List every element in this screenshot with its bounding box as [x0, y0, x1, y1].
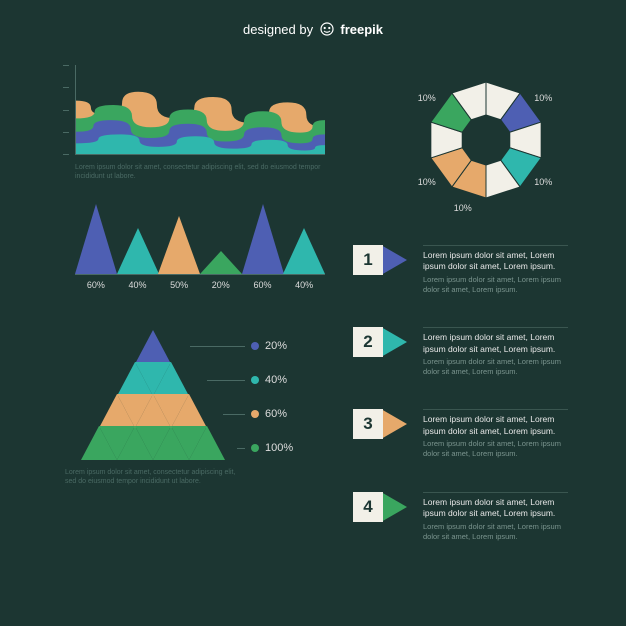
triangle-bar-plot [75, 205, 325, 275]
list-item-title: Lorem ipsum dolor sit amet, Lorem ipsum … [423, 414, 568, 437]
pyramid-row [65, 426, 240, 460]
area-chart-caption: Lorem ipsum dolor sit amet, consectetur … [75, 163, 325, 181]
list-item-title: Lorem ipsum dolor sit amet, Lorem ipsum … [423, 250, 568, 273]
attribution-brand: freepik [340, 22, 383, 37]
pie-slice-label: 10% [418, 93, 436, 103]
list-item-flag-icon [381, 492, 407, 522]
callout-dot-icon [251, 444, 259, 452]
list-item-flag-icon [381, 327, 407, 357]
list-item-number-badge: 3 [353, 409, 383, 439]
callout-dot-icon [251, 410, 259, 418]
pyramid-callout: 40% [207, 374, 287, 386]
callout-label: 100% [265, 442, 293, 454]
triangle-bar-labels: 60%40%50%20%60%40% [75, 280, 325, 290]
list-item-number-badge: 4 [353, 492, 383, 522]
area-chart: Lorem ipsum dolor sit amet, consectetur … [75, 65, 325, 181]
triangle-bar-label: 60% [75, 280, 117, 290]
list-item-flag-icon [381, 409, 407, 439]
pie-slice-label: 10% [418, 177, 436, 187]
triangle-bar-label: 50% [158, 280, 200, 290]
triangle-bar-label: 40% [117, 280, 159, 290]
list-item-title: Lorem ipsum dolor sit amet, Lorem ipsum … [423, 497, 568, 520]
pyramid-triangle [153, 362, 189, 396]
triangle-bar [242, 204, 284, 274]
area-chart-yticks [63, 65, 73, 155]
triangle-bar-chart: 60%40%50%20%60%40% [75, 205, 325, 290]
pie-slice-label: 10% [534, 93, 552, 103]
pyramid-triangle [135, 330, 171, 364]
attribution-prefix: designed by [243, 22, 313, 37]
triangle-bar [200, 251, 242, 274]
triangle-pyramid: 20% 40% 60% 100% Lorem ipsum dolor sit amet… [65, 330, 335, 486]
list-item: 2 Lorem ipsum dolor sit amet, Lorem ipsum… [353, 327, 568, 377]
area-chart-plot [75, 65, 325, 155]
list-item-body: Lorem ipsum dolor sit amet, Lorem ipsum … [423, 439, 561, 458]
list-item-text: Lorem ipsum dolor sit amet, Lorem ipsum … [423, 327, 568, 377]
pyramid-callout: 20% [190, 340, 287, 352]
triangle-bar [283, 228, 325, 274]
list-item-text: Lorem ipsum dolor sit amet, Lorem ipsum … [423, 492, 568, 542]
list-item-body: Lorem ipsum dolor sit amet, Lorem ipsum … [423, 357, 561, 376]
list-item-title: Lorem ipsum dolor sit amet, Lorem ipsum … [423, 332, 568, 355]
triangle-bar-label: 60% [242, 280, 284, 290]
pyramid-caption: Lorem ipsum dolor sit amet, consectetur … [65, 468, 240, 486]
pyramid-triangle [171, 394, 207, 428]
callout-label: 20% [265, 340, 287, 352]
triangle-bar-label: 20% [200, 280, 242, 290]
callout-label: 60% [265, 408, 287, 420]
list-item: 1 Lorem ipsum dolor sit amet, Lorem ipsum… [353, 245, 568, 295]
list-item: 4 Lorem ipsum dolor sit amet, Lorem ipsum… [353, 492, 568, 542]
triangle-bar-label: 40% [283, 280, 325, 290]
callout-dot-icon [251, 342, 259, 350]
pie-slice-label: 10% [534, 177, 552, 187]
list-item-text: Lorem ipsum dolor sit amet, Lorem ipsum … [423, 409, 568, 459]
numbered-list: 1 Lorem ipsum dolor sit amet, Lorem ipsum… [353, 245, 568, 574]
pyramid-callout: 60% [223, 408, 287, 420]
freepik-logo-icon [320, 22, 334, 39]
list-item-flag-icon [381, 245, 407, 275]
list-item-body: Lorem ipsum dolor sit amet, Lorem ipsum … [423, 275, 561, 294]
callout-dot-icon [251, 376, 259, 384]
list-item-number-badge: 1 [353, 245, 383, 275]
list-item-text: Lorem ipsum dolor sit amet, Lorem ipsum … [423, 245, 568, 295]
callout-label: 40% [265, 374, 287, 386]
list-item-body: Lorem ipsum dolor sit amet, Lorem ipsum … [423, 522, 561, 541]
pie-slice-label: 10% [454, 203, 472, 213]
triangle-bar [117, 228, 159, 274]
triangle-bar [75, 204, 117, 274]
polygon-pie-chart: 10% 10% 10% 10% 10% [411, 65, 561, 215]
pyramid-callout: 100% [237, 442, 293, 454]
attribution: designed by freepik [0, 0, 626, 39]
triangle-bar [158, 216, 200, 274]
list-item-number-badge: 2 [353, 327, 383, 357]
list-item: 3 Lorem ipsum dolor sit amet, Lorem ipsum… [353, 409, 568, 459]
pyramid-triangle [189, 426, 225, 460]
pyramid-row [65, 394, 240, 428]
